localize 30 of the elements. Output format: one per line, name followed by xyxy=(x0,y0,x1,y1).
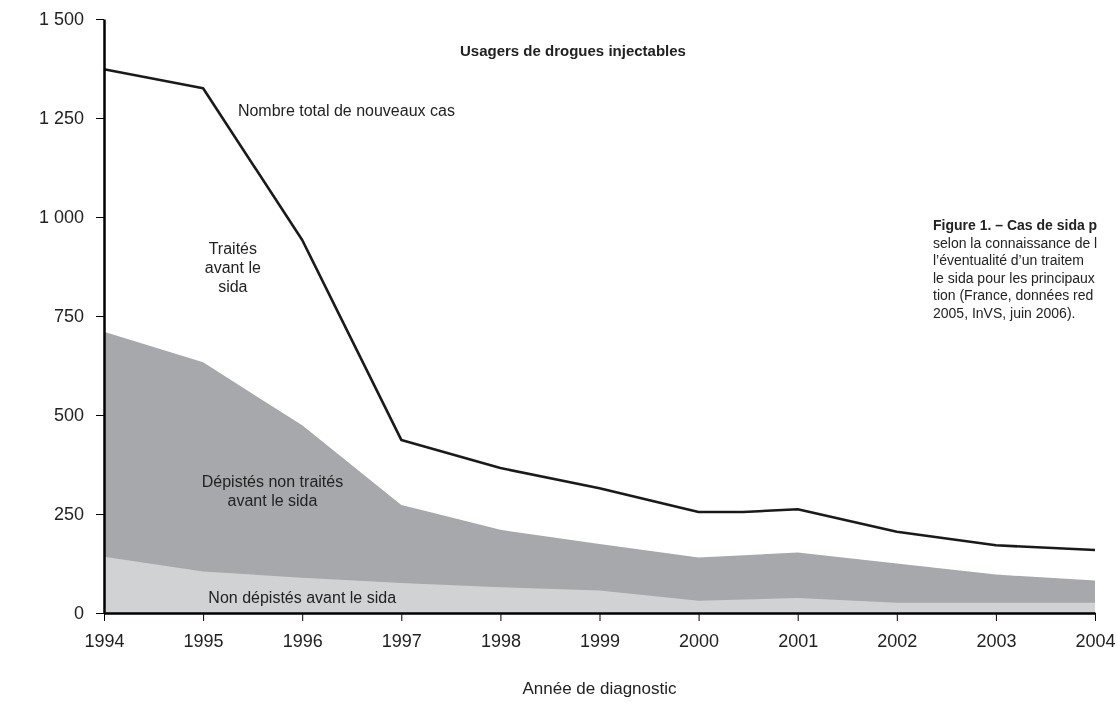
x-tick-label: 2000 xyxy=(679,631,720,652)
x-tick-label: 1997 xyxy=(381,631,422,652)
annotation: tion (France, données red xyxy=(933,287,1094,303)
x-tick-label: 1996 xyxy=(282,631,323,652)
annotation: 2005, InVS, juin 2006). xyxy=(933,304,1076,321)
x-axis-title: Année de diagnostic xyxy=(522,679,678,698)
y-tick-label: 750 xyxy=(53,306,84,327)
series-label: Non dépistés avant le sida xyxy=(208,589,397,606)
annotation: Traités avant le sida xyxy=(204,239,261,295)
annotation: Figure 1. – Cas de sida p xyxy=(933,217,1098,233)
y-tick-label: 1 000 xyxy=(38,207,84,228)
text: Usagers de drogues injectables xyxy=(460,42,686,59)
x-tick-label: 2002 xyxy=(877,631,918,652)
x-tick-label: 2001 xyxy=(778,631,819,652)
annotation: l’éventualité d’un traitem xyxy=(933,252,1084,268)
annotation: selon la connaissance de l xyxy=(933,234,1098,251)
x-tick-label: 2004 xyxy=(1075,631,1116,652)
y-tick-label: 1 500 xyxy=(38,9,84,30)
x-tick-label: 2003 xyxy=(976,631,1017,652)
x-tick-label: 1998 xyxy=(480,631,521,652)
x-tick-label: 1994 xyxy=(84,631,125,652)
y-tick-label: 500 xyxy=(53,405,84,426)
annotation: le sida pour les principaux xyxy=(933,269,1095,286)
series-label: Dépistés non traités avant le sida xyxy=(201,473,344,510)
x-tick-label: 1995 xyxy=(183,631,224,652)
y-tick-label: 250 xyxy=(53,504,84,525)
y-tick-label: 0 xyxy=(73,603,84,624)
series-label: Nombre total de nouveaux cas xyxy=(237,102,455,120)
y-tick-label: 1 250 xyxy=(38,108,84,129)
x-tick-label: 1999 xyxy=(579,631,621,652)
